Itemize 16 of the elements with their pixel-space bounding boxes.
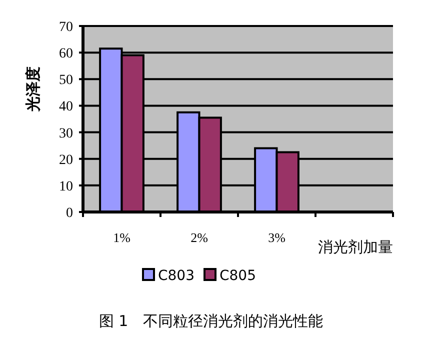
x-axis-title: 消光剂加量 (318, 238, 393, 256)
x-tick-label: 2% (190, 230, 208, 245)
y-tick-label: 10 (59, 179, 73, 194)
text: 图 1 不同粒径消光剂的消光性能 (98, 312, 324, 330)
legend-label: C803 (158, 268, 194, 284)
y-tick-label: 50 (59, 73, 73, 88)
y-tick-label: 70 (59, 20, 73, 35)
x-tick-label: 3% (268, 230, 286, 245)
legend-label: C805 (220, 268, 256, 284)
y-tick-label: 40 (59, 100, 73, 115)
y-tick-label: 20 (59, 152, 73, 168)
y-tick-label: 60 (59, 46, 73, 62)
y-axis-title: 光泽度 (24, 66, 42, 112)
y-tick-label: 0 (66, 206, 73, 221)
x-tick-label: 1% (113, 230, 131, 245)
y-tick-label: 30 (59, 126, 73, 142)
